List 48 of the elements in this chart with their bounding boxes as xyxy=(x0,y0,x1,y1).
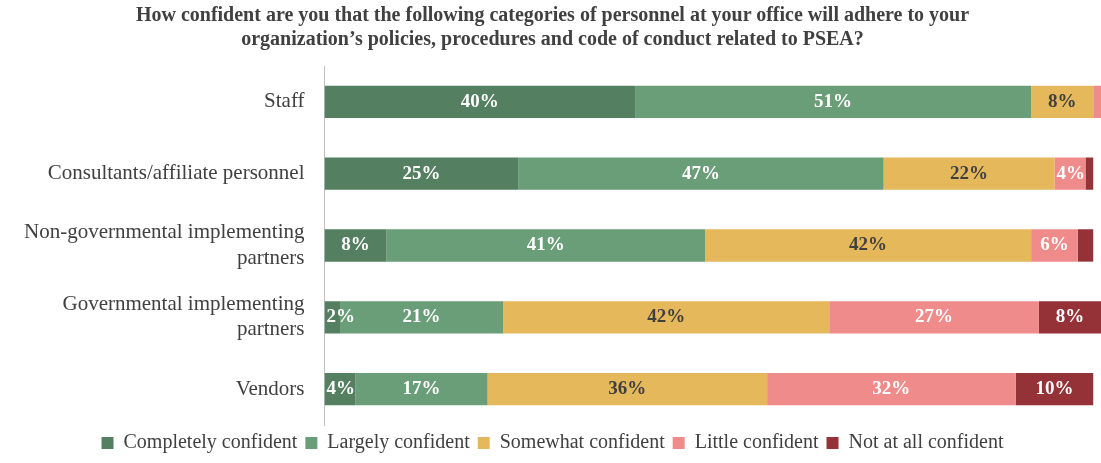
y-tick-label: Non-governmental implementing partners xyxy=(23,219,305,269)
data-label: 47% xyxy=(682,161,721,183)
bar xyxy=(767,372,1016,406)
data-label: 2% xyxy=(326,305,356,327)
data-label: 8% xyxy=(341,233,370,255)
bar xyxy=(704,229,1032,262)
bar xyxy=(1085,157,1094,190)
legend-label: Largely confident xyxy=(327,430,471,454)
bar xyxy=(324,157,519,190)
chart-title: How confident are you that the following categories of personnel at your office will adhere to your organization’s policies, procedures and code of conduct related to PSEA? xyxy=(135,3,970,51)
bar xyxy=(355,372,488,406)
legend-label: Somewhat confident xyxy=(499,430,666,453)
y-tick-label: Governmental implementing partners xyxy=(62,291,306,341)
data-label: 8% xyxy=(1055,305,1085,327)
data-label: 36% xyxy=(608,377,647,399)
bar xyxy=(503,301,830,334)
data-label: 6% xyxy=(1040,233,1069,255)
y-tick-label: Vendors xyxy=(235,375,305,400)
bar xyxy=(883,157,1055,190)
bar xyxy=(324,229,387,262)
bar xyxy=(518,157,884,190)
bar xyxy=(829,301,1039,334)
data-label: 32% xyxy=(872,377,911,399)
bar xyxy=(1077,229,1094,262)
data-label: 4% xyxy=(326,377,356,399)
legend-label: Completely confident xyxy=(123,430,298,454)
data-label: 10% xyxy=(1035,377,1074,399)
legend-label: Little confident xyxy=(694,430,819,453)
bar xyxy=(635,85,1032,119)
data-label: 22% xyxy=(950,161,988,183)
data-label: 17% xyxy=(402,377,441,399)
data-label: 41% xyxy=(526,233,565,255)
bar xyxy=(1093,85,1101,119)
data-label: 21% xyxy=(402,305,441,327)
data-label: 42% xyxy=(849,233,888,255)
data-label: 42% xyxy=(647,305,686,327)
y-tick-label: Staff xyxy=(264,88,305,113)
bar xyxy=(324,85,636,119)
data-label: 51% xyxy=(814,89,853,111)
bar xyxy=(386,229,705,262)
data-label: 4% xyxy=(1056,161,1085,183)
bar xyxy=(487,372,768,406)
data-label: 8% xyxy=(1047,89,1077,111)
data-label: 25% xyxy=(402,161,441,183)
data-label: 40% xyxy=(460,89,499,111)
legend-label: Not at all confident xyxy=(848,430,1004,453)
data-label: 27% xyxy=(915,305,954,327)
y-tick-label: Consultants/affiliate personnel xyxy=(47,160,305,185)
